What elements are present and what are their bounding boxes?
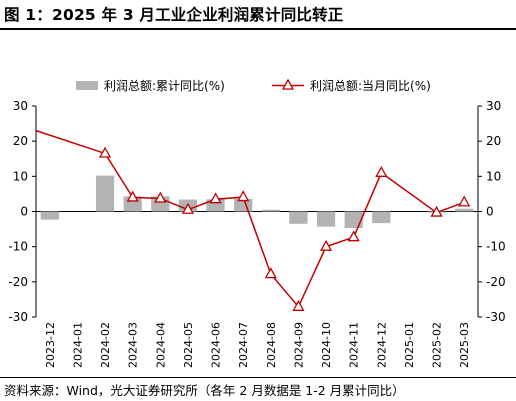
line-marker [209, 192, 222, 204]
x-tick-label: 2024-11 [348, 322, 361, 368]
bar [344, 211, 363, 229]
y-tick-label-right: -20 [486, 275, 506, 289]
legend: 利润总额:累计同比(%) 利润总额:当月同比(%) [76, 78, 431, 93]
bar [289, 211, 308, 224]
x-tick-label: 2024-09 [292, 322, 305, 368]
line-marker [154, 191, 167, 203]
y-tick-label-left: -30 [8, 310, 28, 324]
figure-title: 图 1：2025 年 3 月工业企业利润累计同比转正 [4, 6, 344, 24]
y-tick-label-left: 10 [13, 169, 28, 183]
line-marker [319, 239, 333, 251]
legend-bar-swatch [76, 81, 98, 90]
line-marker [181, 202, 195, 214]
bar [261, 209, 280, 212]
y-tick-label-left: -20 [8, 275, 28, 289]
x-tick-label: 2025-02 [431, 322, 444, 368]
line-marker [126, 190, 139, 202]
y-tick-label-right: 0 [486, 205, 494, 219]
source-note: 资料来源：Wind，光大证券研究所（各年 2 月数据是 1-2 月累计同比） [4, 383, 405, 398]
bar [40, 211, 59, 220]
line-marker [375, 165, 388, 177]
x-tick-label: 2024-06 [210, 322, 223, 368]
x-tick-label: 2025-03 [458, 322, 471, 368]
x-tick-label: 2024-10 [320, 322, 333, 368]
line-series [35, 129, 465, 309]
legend-line-marker [281, 78, 295, 90]
x-tick-label: 2024-03 [127, 322, 140, 368]
x-tick-label: 2024-02 [99, 322, 112, 368]
plot-area: -30 -20 -10 0 10 20 30 -30 -20 -10 0 10 20 30 2023-12 2… [8, 99, 505, 368]
x-tick-label: 2024-08 [265, 322, 278, 368]
legend-line-label: 利润总额:当月同比(%) [310, 79, 431, 93]
title-rule [0, 28, 516, 30]
bar [372, 211, 391, 224]
line-marker [430, 205, 443, 217]
y-tick-label-right: -10 [486, 240, 506, 254]
y-tick-label-right: -30 [486, 310, 506, 324]
bar [455, 208, 474, 212]
line-marker [292, 299, 305, 311]
y-tick-label-left: 30 [13, 99, 28, 113]
x-tick-label: 2024-04 [154, 322, 167, 368]
y-tick-label-right: 20 [486, 134, 501, 148]
y-tick-label-left: 20 [13, 134, 28, 148]
y-tick-label-left: -10 [8, 240, 28, 254]
x-tick-label: 2023-12 [44, 322, 57, 368]
line-marker [347, 230, 360, 242]
line-marker [458, 195, 471, 207]
line-marker [237, 190, 250, 202]
line-marker [264, 267, 277, 279]
x-tick-label: 2024-12 [375, 322, 388, 368]
x-tick-label: 2024-05 [182, 322, 195, 368]
y-tick-label-right: 30 [486, 99, 501, 113]
x-tick-label: 2024-07 [237, 322, 250, 368]
x-tick-label: 2024-01 [71, 322, 84, 368]
bar [95, 175, 115, 212]
y-tick-label-left: 0 [20, 205, 28, 219]
legend-bar-label: 利润总额:累计同比(%) [104, 79, 225, 93]
y-tick-label-right: 10 [486, 169, 501, 183]
line-marker [98, 146, 112, 158]
x-tick-label: 2025-01 [403, 322, 416, 368]
bar [316, 211, 336, 227]
source-rule [0, 377, 516, 378]
